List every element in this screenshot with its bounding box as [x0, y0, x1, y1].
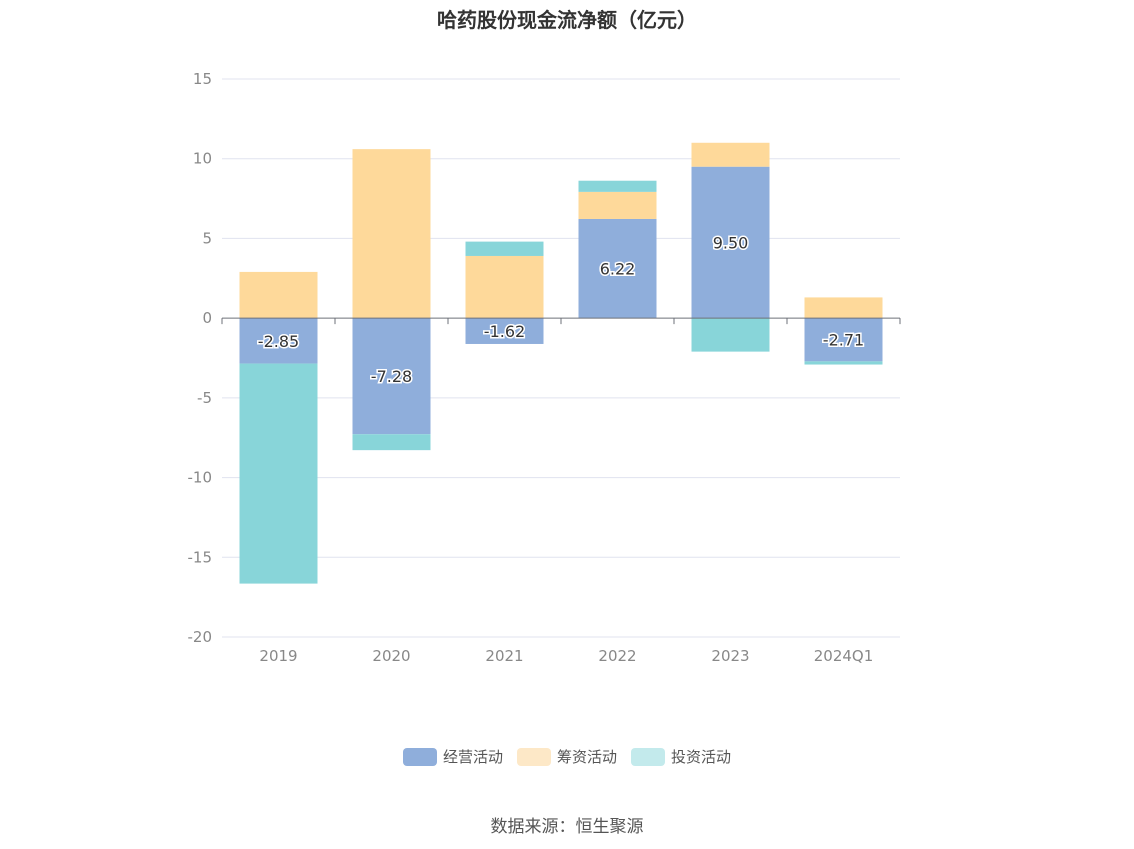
bar-investing: [465, 241, 544, 256]
bar-operating: [691, 166, 770, 319]
legend-swatch-financing: [516, 747, 551, 766]
bar-investing: [578, 180, 657, 192]
data-label: 6.22: [600, 260, 636, 279]
y-tick-label: 15: [193, 70, 212, 88]
y-tick-label: 0: [202, 309, 212, 327]
bar-financing: [239, 271, 318, 319]
bar-operating: [239, 318, 318, 364]
x-tick-label: 2020: [372, 647, 410, 665]
x-tick-label: 2022: [598, 647, 636, 665]
y-tick-label: -10: [188, 469, 213, 487]
legend-label-operating: 经营活动: [442, 748, 503, 766]
data-label: -7.28: [371, 367, 412, 386]
x-axis-ticks: 2019 2020 2021 2022 2023 2024Q1: [259, 647, 873, 665]
x-tick-label: 2024Q1: [814, 647, 874, 665]
legend-item-investing[interactable]: 投资活动: [631, 746, 731, 767]
y-tick-label: -20: [188, 628, 213, 646]
data-label: -1.62: [484, 322, 525, 341]
bar-financing: [691, 142, 770, 167]
data-label: -2.85: [258, 332, 299, 351]
legend-label-investing: 投资活动: [671, 748, 732, 766]
y-tick-label: 5: [202, 229, 212, 247]
bar-operating: [578, 218, 657, 319]
bar-financing: [352, 149, 431, 319]
bar-financing: [578, 191, 657, 219]
bar-investing: [352, 434, 431, 451]
bar-investing: [239, 363, 318, 584]
x-tick-label: 2019: [259, 647, 297, 665]
data-labels: -2.85 -7.28 -1.62 6.22 9.50 -2.71: [256, 232, 865, 388]
x-tick-label: 2023: [711, 647, 749, 665]
bar-financing: [465, 255, 544, 319]
zero-axis: [221, 317, 901, 325]
bar-operating: [465, 318, 544, 344]
legend-label-financing: 筹资活动: [556, 748, 617, 766]
grid-lines: [222, 78, 900, 638]
bar-operating: [804, 318, 883, 362]
x-tick-label: 2021: [485, 647, 523, 665]
legend-item-financing[interactable]: 筹资活动: [516, 746, 617, 767]
legend-swatch-operating: [402, 747, 437, 766]
legend-swatch-investing: [631, 747, 665, 766]
chart-title: 哈药股份现金流净额（亿元）: [437, 8, 697, 32]
legend: 经营活动 筹资活动 投资活动: [0, 746, 1134, 767]
bar-investing: [691, 318, 770, 352]
y-tick-label: -5: [197, 389, 212, 407]
data-label: 9.50: [713, 233, 749, 252]
y-tick-label: 10: [193, 150, 212, 168]
bar-financing: [804, 297, 883, 319]
y-axis-ticks: 15 10 5 0 -5 -10 -15 -20: [188, 70, 213, 646]
y-tick-label: -15: [188, 548, 213, 566]
bar-operating: [352, 318, 431, 435]
legend-item-operating[interactable]: 经营活动: [402, 746, 503, 767]
bar-investing: [804, 361, 883, 365]
bars: [239, 142, 883, 584]
data-label: -2.71: [823, 331, 864, 350]
data-source: 数据来源：恒生聚源: [490, 817, 644, 837]
